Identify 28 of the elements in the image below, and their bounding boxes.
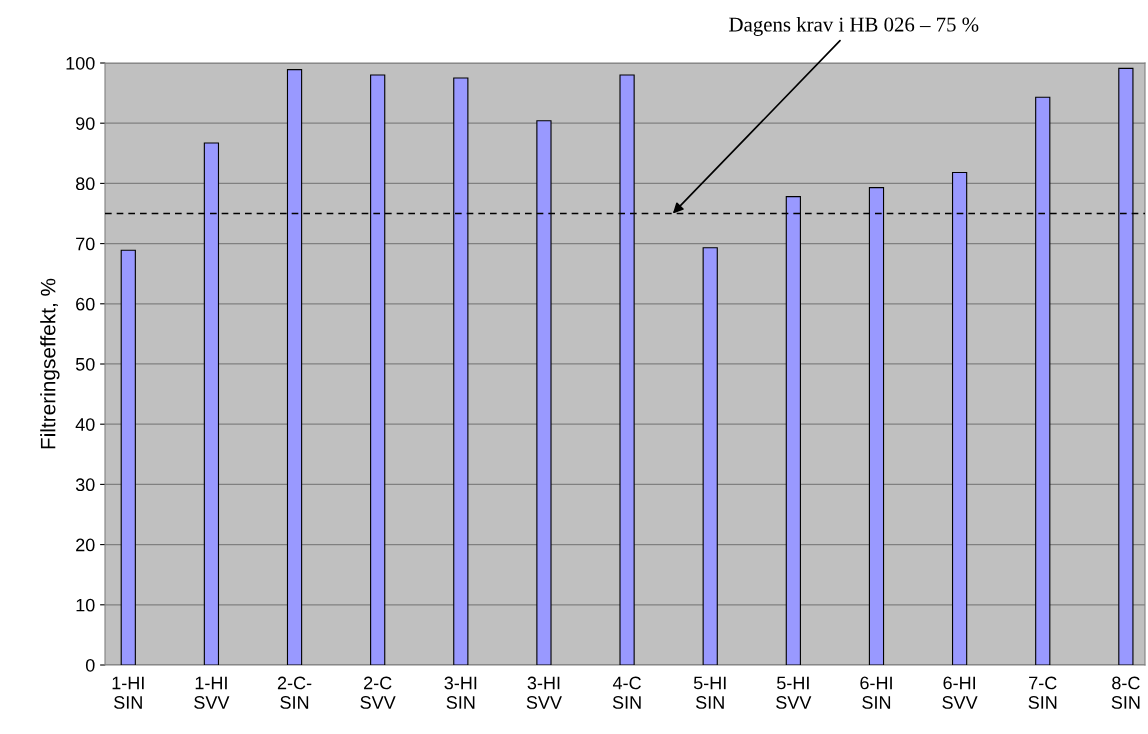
x-tick-label: 3-HI SIN (444, 676, 477, 709)
bar (120, 249, 136, 665)
y-tick-label: 50 (75, 357, 95, 371)
y-axis-title: Filtreringseffekt, % (40, 278, 60, 449)
x-tick-label: 6-HI SIN (860, 676, 892, 709)
x-tick-label: 5-HI SVV (776, 676, 812, 709)
x-tick-label: 5-HI SIN (693, 676, 726, 709)
y-tick-label: 40 (75, 418, 95, 431)
x-tick-label: 6-HI SVV (942, 676, 978, 709)
x-tick-label: 1-HI SIN (112, 676, 144, 709)
x-tick-label: 1-HI SVV (194, 676, 230, 709)
bar (702, 247, 718, 665)
x-tick-label: 3-HI SVV (526, 676, 562, 709)
ref-line-label: Dagens krav i HB 026 – 75 % (729, 16, 979, 36)
x-tick-label: 7-C SIN (1028, 676, 1057, 709)
y-tick-label: 0 (85, 658, 95, 672)
x-tick-label: 4-C SIN (612, 676, 641, 709)
y-tick-label: 10 (76, 598, 95, 612)
y-tick-label: 100 (66, 56, 95, 70)
x-tick-label: 2-C- SIN (277, 676, 312, 709)
y-tick-label: 70 (76, 237, 95, 251)
y-tick-label: 60 (76, 297, 95, 311)
y-tick-label: 20 (76, 538, 95, 552)
y-tick-label: 80 (75, 177, 95, 191)
x-tick-label: 8-C SIN (1111, 676, 1140, 709)
x-tick-label: 2-C SVV (360, 676, 396, 709)
y-tick-label: 30 (75, 478, 95, 492)
y-tick-label: 90 (76, 117, 95, 130)
